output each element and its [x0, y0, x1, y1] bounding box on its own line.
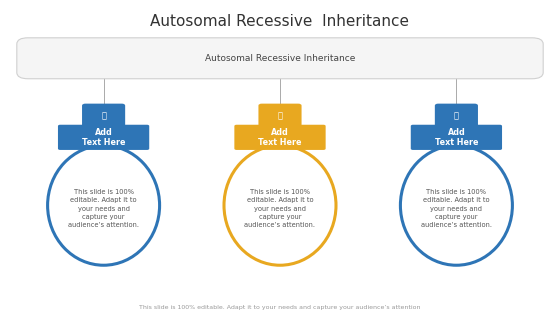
- Text: ⛹: ⛹: [454, 111, 459, 120]
- Text: This slide is 100% editable. Adapt it to your needs and capture your audience’s : This slide is 100% editable. Adapt it to…: [139, 305, 421, 310]
- Text: ⛹: ⛹: [278, 111, 282, 120]
- FancyBboxPatch shape: [58, 125, 149, 150]
- Text: This slide is 100%
editable. Adapt it to
your needs and
capture your
audience’s : This slide is 100% editable. Adapt it to…: [68, 189, 139, 228]
- FancyBboxPatch shape: [82, 104, 125, 128]
- Text: ⛹: ⛹: [101, 111, 106, 120]
- FancyBboxPatch shape: [17, 38, 543, 79]
- FancyBboxPatch shape: [410, 125, 502, 150]
- FancyBboxPatch shape: [435, 104, 478, 128]
- Text: Autosomal Recessive  Inheritance: Autosomal Recessive Inheritance: [151, 14, 409, 29]
- Text: This slide is 100%
editable. Adapt it to
your needs and
capture your
audience’s : This slide is 100% editable. Adapt it to…: [245, 189, 315, 228]
- Ellipse shape: [224, 146, 336, 265]
- Ellipse shape: [400, 146, 512, 265]
- FancyBboxPatch shape: [258, 104, 301, 128]
- Text: Add
Text Here: Add Text Here: [258, 128, 302, 147]
- Text: Autosomal Recessive Inheritance: Autosomal Recessive Inheritance: [205, 54, 355, 63]
- Ellipse shape: [48, 146, 160, 265]
- Text: This slide is 100%
editable. Adapt it to
your needs and
capture your
audience’s : This slide is 100% editable. Adapt it to…: [421, 189, 492, 228]
- Text: Add
Text Here: Add Text Here: [82, 128, 125, 147]
- Text: Add
Text Here: Add Text Here: [435, 128, 478, 147]
- FancyBboxPatch shape: [234, 125, 325, 150]
